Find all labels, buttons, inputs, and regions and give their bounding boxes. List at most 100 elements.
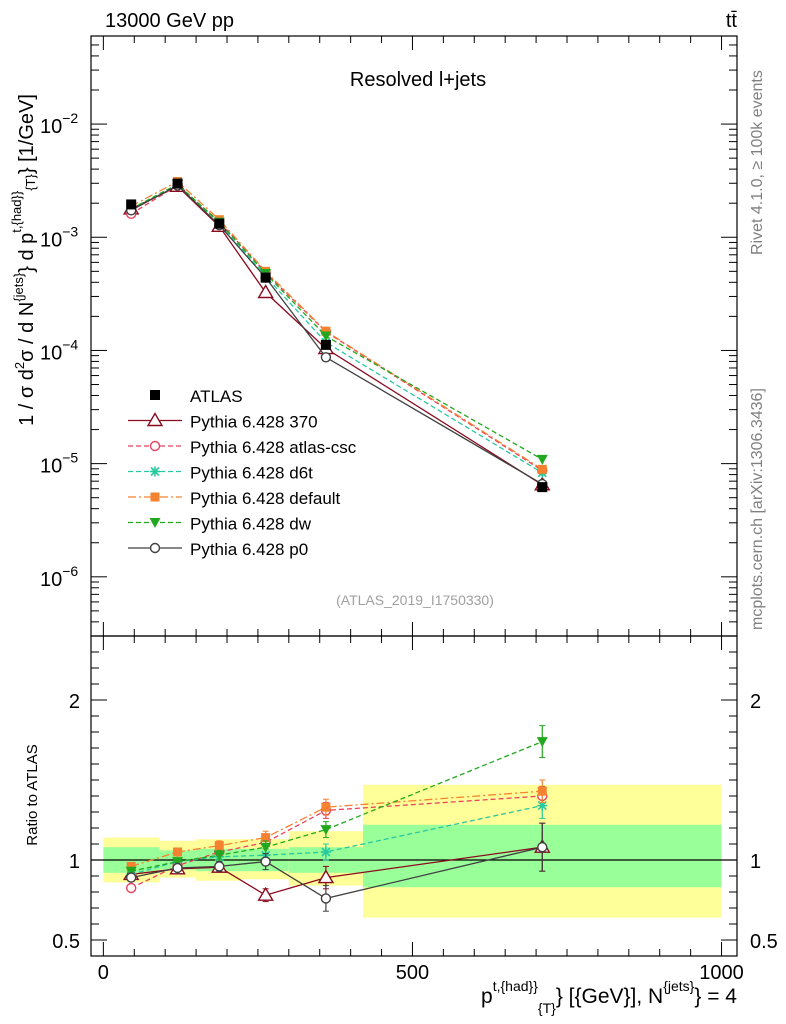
ratio-series-point [125,882,137,894]
analysis-watermark: (ATLAS_2019_I1750330) [336,592,494,608]
atlas-data-point [126,199,137,210]
legend-label: Pythia 6.428 370 [190,413,318,432]
x-tick-label: 1000 [699,962,744,984]
ratio-series-point-stroke [537,801,547,811]
ratio-y-axis-label: Ratio to ATLAS [24,744,41,845]
main-panel: 10−2 10−3 10−4 10−5 10−6 Resolved l+jets (AT… [9,35,738,637]
ratio-y-tick-label-right: 2 [750,691,761,713]
legend-entry: Pythia 6.428 dw [128,515,312,534]
main-series-line [130,184,543,485]
atlas-data-point [320,339,331,350]
legend-label: Pythia 6.428 d6t [190,464,313,483]
x-axis-label: pt,{had}}{T}} [{GeV}], N{jets}} = 4 [481,978,737,1016]
ratio-series-point [321,802,331,812]
ratio-series-point [260,856,271,867]
legend-label: Pythia 6.428 default [190,489,341,508]
legend-entry: Pythia 6.428 370 [128,412,318,432]
ratio-series-line [130,790,543,868]
y-tick-label: 10−3 [40,223,78,251]
main-y-axis-label: 1 / σ d2σ / d N{jets}} d pt,{had}}{T}} [… [9,94,38,426]
energy-label: 13000 GeV pp [105,10,234,32]
ratio-series-point [537,800,548,811]
legend-entry-atlas: ATLAS [150,387,243,406]
legend-marker [150,390,160,400]
y-tick-label: 10−5 [40,450,78,478]
main-frame [90,35,738,637]
ratio-y-tick-label-right: 1 [750,851,761,873]
ratio-series-point-stroke [321,847,331,857]
y-tick-label: 10−2 [40,110,78,138]
main-series-point [537,464,547,474]
ratio-series-point [172,862,183,874]
process-label: tt̄ [726,10,738,32]
ratio-series-point [320,825,332,836]
legend: ATLAS Pythia 6.428 370 Pythia 6.428 atlas-… [128,387,357,559]
legend-marker-stroke [150,466,160,477]
ratio-axes: 0 500 1000 2 2 1 1 0.5 0.5 [52,635,778,984]
ratio-y-tick-label-left: 1 [69,851,80,873]
legend-label: Pythia 6.428 dw [190,515,312,534]
ratio-series-line [131,804,543,876]
ratio-series-point [125,866,137,877]
ratio-series-point [173,847,183,857]
legend-label: Pythia 6.428 atlas-csc [190,438,357,457]
ratio-series-group [122,725,551,912]
legend-entry: Pythia 6.428 atlas-csc [128,438,357,457]
x-tick-label: 0 [98,962,109,984]
ratio-y-tick-label-left: 0.5 [52,931,80,953]
legend-marker [149,440,161,452]
ratio-series-point [537,842,548,853]
ratio-series-point [260,842,272,853]
ratio-series-line [131,846,543,900]
y-tick-label: 10−6 [40,563,78,591]
main-axes: 10−2 10−3 10−4 10−5 10−6 [40,35,738,637]
ratio-y-tick-label-right: 0.5 [750,931,778,953]
legend-marker [149,518,161,528]
main-series-point [257,284,274,299]
main-series-point [320,331,332,342]
atlas-data-point [214,218,225,229]
legend-marker [150,466,160,477]
main-series-line [130,180,543,470]
legend-label: Pythia 6.428 p0 [190,540,308,559]
ratio-series-point [126,861,136,871]
plot-title: Resolved l+jets [350,69,486,91]
ratio-series-point [320,893,332,904]
ratio-series-point [214,861,225,872]
atlas-data-point [260,272,271,283]
main-series-point [536,454,548,465]
main-y-axis-label-text: 1 / σ d2σ / d N{jets}} d pt,{had}}{T}} [… [9,94,38,426]
main-series-point [320,352,332,363]
ratio-series-point [257,886,274,901]
legend-entry: Pythia 6.428 default [128,489,341,508]
ratio-series-point [172,857,184,868]
rivet-version-label: Rivet 4.1.0, ≥ 100k events [749,70,766,255]
ratio-y-tick-label-left: 2 [69,691,80,713]
legend-marker [149,542,161,554]
ratio-series-point [125,872,137,883]
atlas-data-point [537,482,548,493]
y-tick-label: 10−4 [40,336,78,364]
mcplots-label: mcplots.cern.ch [arXiv:1306.3436] [749,388,766,630]
ratio-series-point [261,833,271,843]
ratio-series-line [131,740,543,872]
atlas-data-point [172,178,183,189]
ratio-series-point [536,737,548,748]
ratio-series-point [214,841,224,851]
legend-label: ATLAS [190,387,243,406]
ratio-panel: 0 500 1000 2 2 1 1 0.5 0.5 Ratio to ATLAS pt,{ha… [24,635,778,1016]
x-tick-label: 500 [396,962,429,984]
x-axis-label-text: pt,{had}}{T}} [{GeV}], N{jets}} = 4 [481,978,737,1016]
ratio-series-point [317,869,335,884]
main-series-line [130,183,543,460]
legend-marker [150,492,160,502]
ratio-series-point [213,850,225,861]
main-series-point [321,326,331,336]
ratio-series-point [537,786,547,796]
ratio-series-point [320,847,331,857]
legend-entry: Pythia 6.428 d6t [128,464,313,483]
legend-marker [146,412,164,427]
legend-entry: Pythia 6.428 p0 [128,540,308,559]
main-series-group [122,176,551,493]
